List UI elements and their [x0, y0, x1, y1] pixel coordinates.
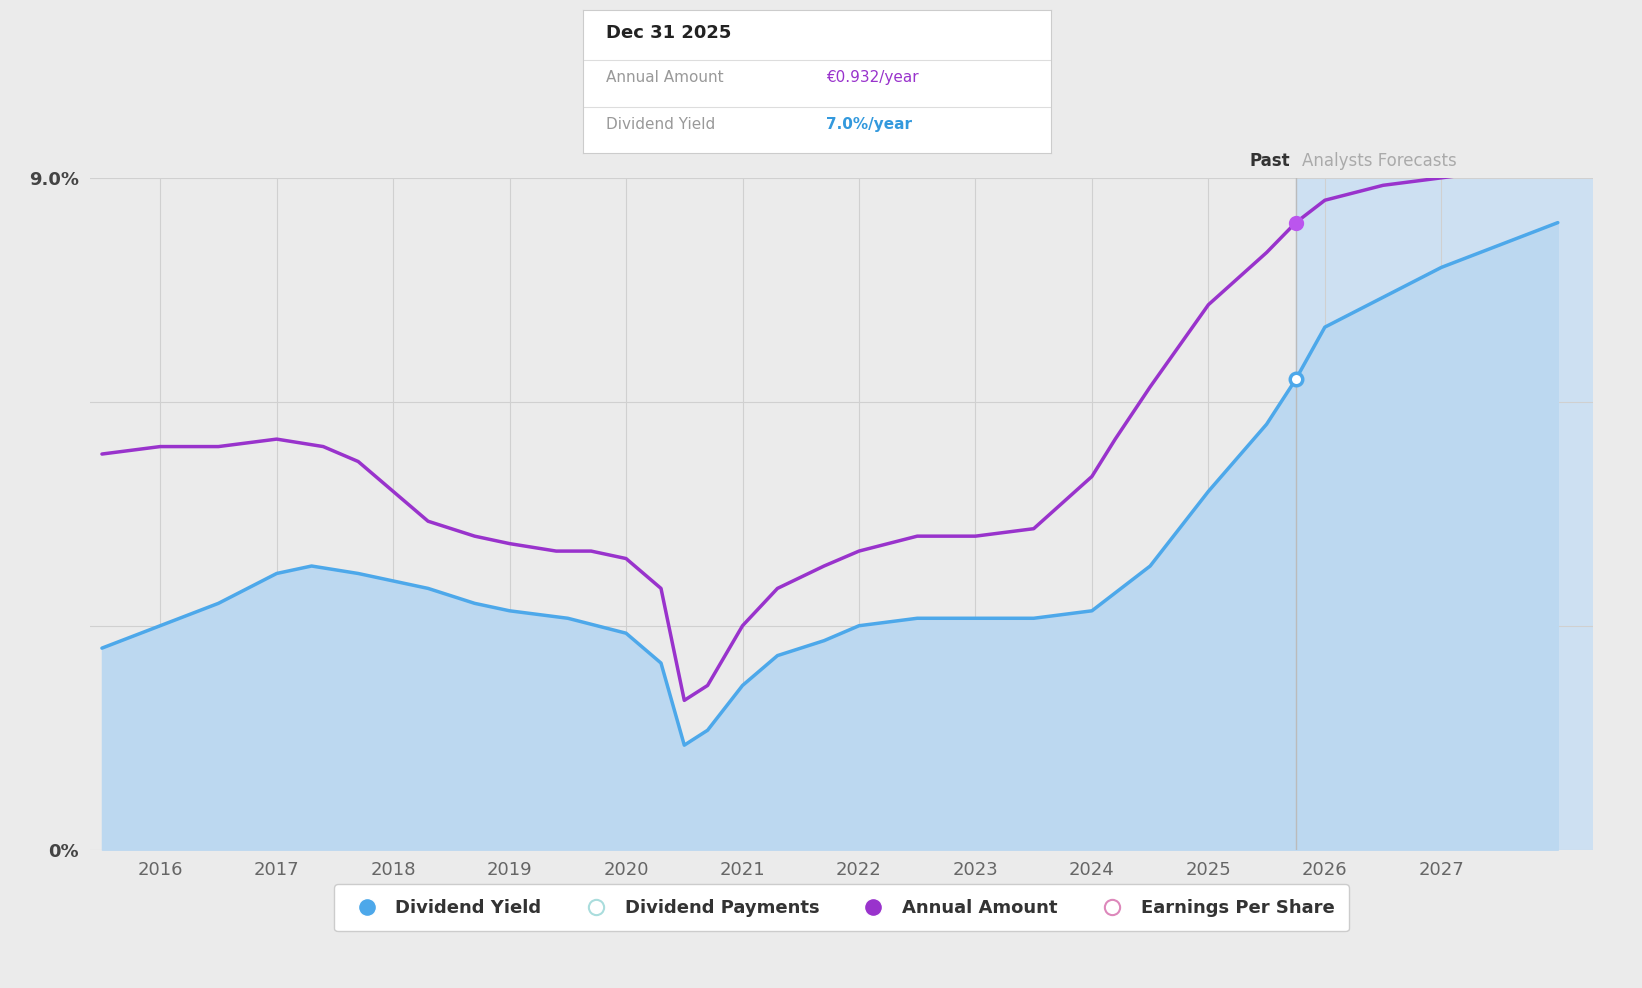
Text: Dividend Yield: Dividend Yield — [606, 118, 716, 132]
Text: Analysts Forecasts: Analysts Forecasts — [1302, 152, 1456, 170]
Text: 7.0%/year: 7.0%/year — [826, 118, 913, 132]
Text: Past: Past — [1250, 152, 1291, 170]
Text: Annual Amount: Annual Amount — [606, 70, 724, 85]
Text: €0.932/year: €0.932/year — [826, 70, 920, 85]
Bar — [1296, 178, 1593, 850]
Text: Dec 31 2025: Dec 31 2025 — [606, 25, 732, 42]
Legend: Dividend Yield, Dividend Payments, Annual Amount, Earnings Per Share: Dividend Yield, Dividend Payments, Annua… — [333, 884, 1350, 932]
